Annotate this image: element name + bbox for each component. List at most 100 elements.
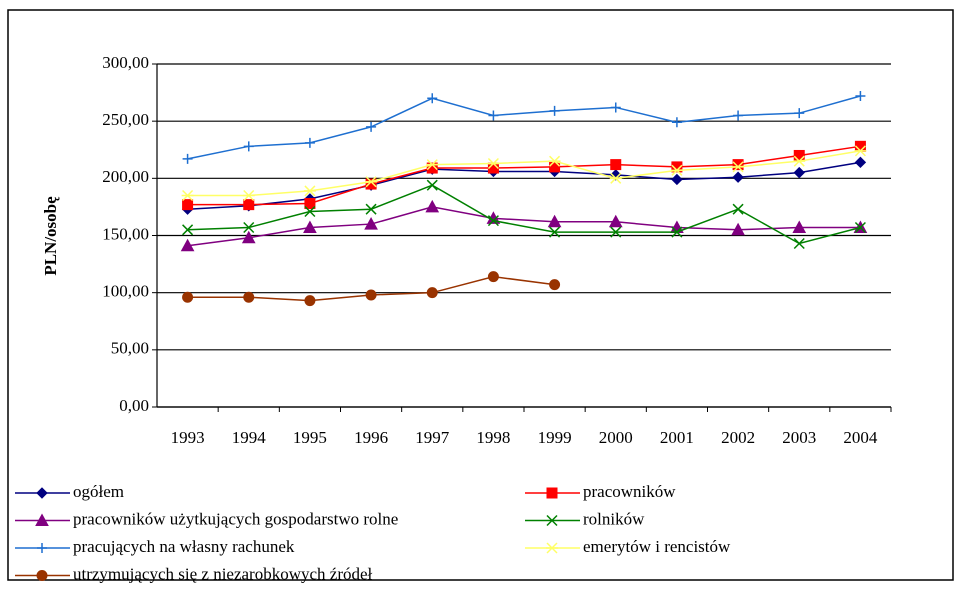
data-point xyxy=(608,214,623,228)
data-point xyxy=(364,217,378,230)
data-point xyxy=(854,140,866,152)
data-point xyxy=(425,199,440,213)
y-axis-label: PLN/osobę xyxy=(41,196,60,276)
data-point xyxy=(854,156,867,169)
x-tick-label: 1997 xyxy=(415,428,450,447)
data-point xyxy=(304,295,316,307)
x-tick-label: 1993 xyxy=(171,428,205,447)
data-point xyxy=(732,171,744,183)
legend-marker xyxy=(37,543,47,553)
data-point xyxy=(733,110,744,121)
legend-label: ogółem xyxy=(73,482,124,501)
data-point xyxy=(610,159,622,171)
data-point xyxy=(182,291,194,303)
chart-frame xyxy=(7,9,954,581)
data-point xyxy=(854,221,866,234)
data-point xyxy=(365,203,377,215)
data-point xyxy=(243,199,255,211)
series-line xyxy=(187,150,861,197)
legend-marker xyxy=(546,487,558,499)
x-tick-label: 1996 xyxy=(354,428,388,447)
data-point xyxy=(182,153,193,164)
data-point xyxy=(671,173,683,186)
data-point xyxy=(548,155,561,167)
series-line xyxy=(187,161,861,210)
legend-label: pracowników użytkujących gospodarstwo ro… xyxy=(73,509,398,528)
data-point xyxy=(304,137,315,148)
data-point xyxy=(549,226,561,238)
data-point xyxy=(610,102,621,113)
data-point xyxy=(855,91,866,102)
data-point xyxy=(487,157,500,170)
data-point xyxy=(426,287,438,299)
y-tick-label: 250,00 xyxy=(102,110,149,129)
data-point xyxy=(241,230,256,244)
y-tick-label: 50,00 xyxy=(111,339,149,358)
data-point xyxy=(180,238,195,252)
y-tick-label: 100,00 xyxy=(102,282,149,301)
data-point xyxy=(304,197,316,209)
data-point xyxy=(365,178,377,190)
y-tick-label: 200,00 xyxy=(102,167,149,186)
x-tick-label: 2004 xyxy=(843,428,878,447)
data-point xyxy=(609,172,622,184)
data-point xyxy=(487,215,499,227)
data-point xyxy=(793,166,805,179)
x-tick-label: 1994 xyxy=(232,428,267,447)
data-point xyxy=(547,214,562,228)
data-point xyxy=(427,93,438,104)
data-point xyxy=(426,179,438,191)
data-point xyxy=(549,161,561,173)
x-tick-label: 2001 xyxy=(660,428,694,447)
y-tick-label: 150,00 xyxy=(102,224,149,243)
data-point xyxy=(549,279,561,291)
data-point xyxy=(303,220,317,233)
data-point xyxy=(243,221,255,234)
legend-marker xyxy=(546,542,558,554)
data-point xyxy=(487,271,499,283)
data-point xyxy=(182,199,194,211)
data-point xyxy=(243,141,254,152)
data-point xyxy=(854,145,867,157)
data-point xyxy=(731,222,745,236)
data-point xyxy=(365,289,377,301)
data-point xyxy=(792,220,807,233)
legend-marker xyxy=(36,487,48,499)
data-point xyxy=(671,117,682,128)
data-point xyxy=(610,226,622,238)
data-point xyxy=(549,105,560,116)
legend-label: pracujących na własny rachunek xyxy=(73,537,295,556)
data-point xyxy=(303,185,316,197)
data-point xyxy=(732,159,744,171)
x-tick-label: 1999 xyxy=(538,428,572,447)
legend-label: pracowników xyxy=(583,482,676,501)
x-tick-label: 1995 xyxy=(293,428,327,447)
data-point xyxy=(366,121,377,132)
x-tick-label: 2000 xyxy=(599,428,633,447)
data-point xyxy=(487,162,499,174)
legend-label: emerytów i rencistów xyxy=(583,537,731,556)
x-tick-label: 2002 xyxy=(721,428,755,447)
data-point xyxy=(732,203,744,215)
data-point xyxy=(242,189,255,202)
legend-marker xyxy=(546,514,558,527)
data-point xyxy=(243,291,255,303)
legend-label: utrzymujących się z niezarobkowych źróde… xyxy=(73,564,373,583)
data-point xyxy=(304,205,316,218)
data-point xyxy=(671,226,683,238)
series-line xyxy=(187,145,861,206)
y-tick-label: 0,00 xyxy=(119,396,149,415)
series-line xyxy=(187,184,861,245)
legend-marker xyxy=(36,570,48,581)
data-point xyxy=(488,110,499,121)
data-point xyxy=(426,162,438,174)
x-tick-label: 2003 xyxy=(782,428,816,447)
data-point xyxy=(671,161,683,173)
data-point xyxy=(181,189,194,202)
legend-label: rolników xyxy=(583,509,645,528)
data-point xyxy=(670,164,683,176)
series-line xyxy=(187,206,861,247)
data-point xyxy=(793,237,805,250)
data-point xyxy=(732,161,745,173)
